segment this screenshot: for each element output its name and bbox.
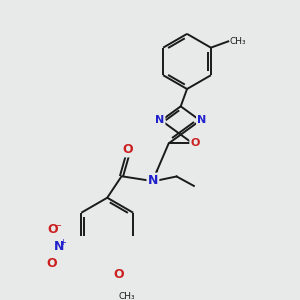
Text: O: O [122,143,133,156]
Text: −: − [54,221,62,231]
Text: O: O [114,268,124,281]
Text: +: + [59,238,66,247]
Text: N: N [54,240,64,253]
Text: N: N [197,116,206,125]
Text: O: O [46,257,57,270]
Text: CH₃: CH₃ [118,292,135,300]
Text: N: N [148,174,158,187]
Text: CH₃: CH₃ [230,37,246,46]
Text: O: O [48,223,58,236]
Text: O: O [190,138,200,148]
Text: N: N [155,116,164,125]
